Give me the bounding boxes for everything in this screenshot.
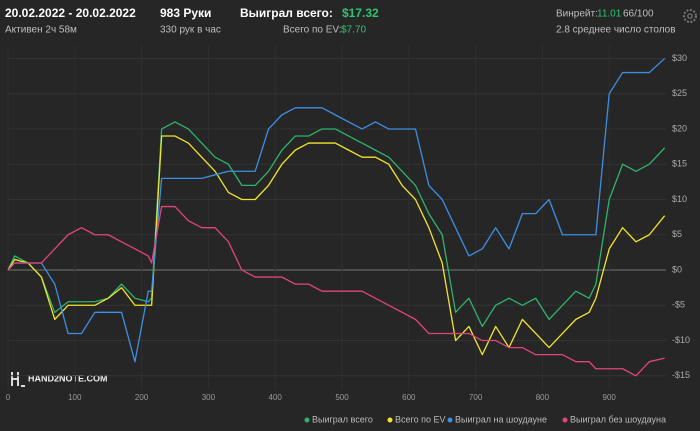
winrate-value: 11.01 — [597, 9, 622, 20]
settings-icon[interactable] — [683, 9, 697, 23]
legend-marker — [562, 417, 568, 423]
x-tick-label: 200 — [135, 393, 149, 402]
hands-per-hour: 330 рук в час — [160, 25, 221, 36]
legend-marker — [304, 417, 310, 423]
series-line — [7, 57, 666, 363]
ev-label: Всего по EV: — [283, 25, 342, 36]
x-tick-label: 300 — [202, 393, 216, 402]
legend-item[interactable]: Выиграл на шоудауне — [447, 414, 547, 424]
x-tick-label: 900 — [603, 393, 617, 402]
series-line — [7, 205, 665, 377]
y-tick-label: $30 — [672, 53, 687, 63]
ev-value: $7.70 — [341, 25, 366, 36]
active-time: Активен 2ч 58м — [5, 25, 77, 36]
x-tick-label: 0 — [6, 393, 11, 402]
hands: 983 Руки — [160, 6, 211, 20]
y-tick-label: -$10 — [672, 335, 690, 345]
x-tick-label: 100 — [68, 393, 82, 402]
y-tick-label: $5 — [672, 229, 682, 239]
legend-label: Выиграл на шоудауне — [455, 414, 547, 424]
winrate-unit: 66/100 — [623, 9, 654, 20]
logo: HAND2NOTE.COM — [11, 372, 108, 387]
won-value: $17.32 — [342, 6, 379, 20]
y-tick-label: $0 — [672, 264, 682, 274]
y-tick-label: $20 — [672, 123, 687, 133]
tables: 2.8 среднее число столов — [556, 25, 676, 36]
x-tick-label: 500 — [335, 393, 349, 402]
series-line — [7, 135, 666, 356]
x-tick-label: 600 — [402, 393, 416, 402]
legend-label: Всего по EV — [395, 414, 445, 424]
won-label: Выиграл всего: — [240, 6, 333, 20]
legend-label: Выиграл без шоудауна — [570, 414, 666, 424]
winrate-label: Винрейт: — [556, 9, 598, 20]
watermark: HAND2NOTE.COM — [28, 373, 108, 383]
x-tick-label: 700 — [469, 393, 483, 402]
y-tick-label: $25 — [672, 88, 687, 98]
legend-item[interactable]: Всего по EV — [387, 414, 446, 424]
legend-marker — [387, 417, 393, 423]
period: 20.02.2022 - 20.02.2022 — [5, 6, 136, 20]
legend-label: Выиграл всего — [312, 414, 373, 424]
y-tick-label: $15 — [672, 159, 687, 169]
y-tick-label: -$15 — [672, 370, 690, 380]
series-line — [7, 121, 666, 328]
y-tick-label: -$5 — [672, 300, 685, 310]
legend-item[interactable]: Выиграл без шоудауна — [562, 414, 667, 424]
legend-marker — [447, 417, 453, 423]
y-tick-label: $10 — [672, 194, 687, 204]
x-tick-label: 800 — [536, 393, 550, 402]
legend-item[interactable]: Выиграл всего — [304, 414, 373, 424]
x-tick-label: 400 — [269, 393, 283, 402]
